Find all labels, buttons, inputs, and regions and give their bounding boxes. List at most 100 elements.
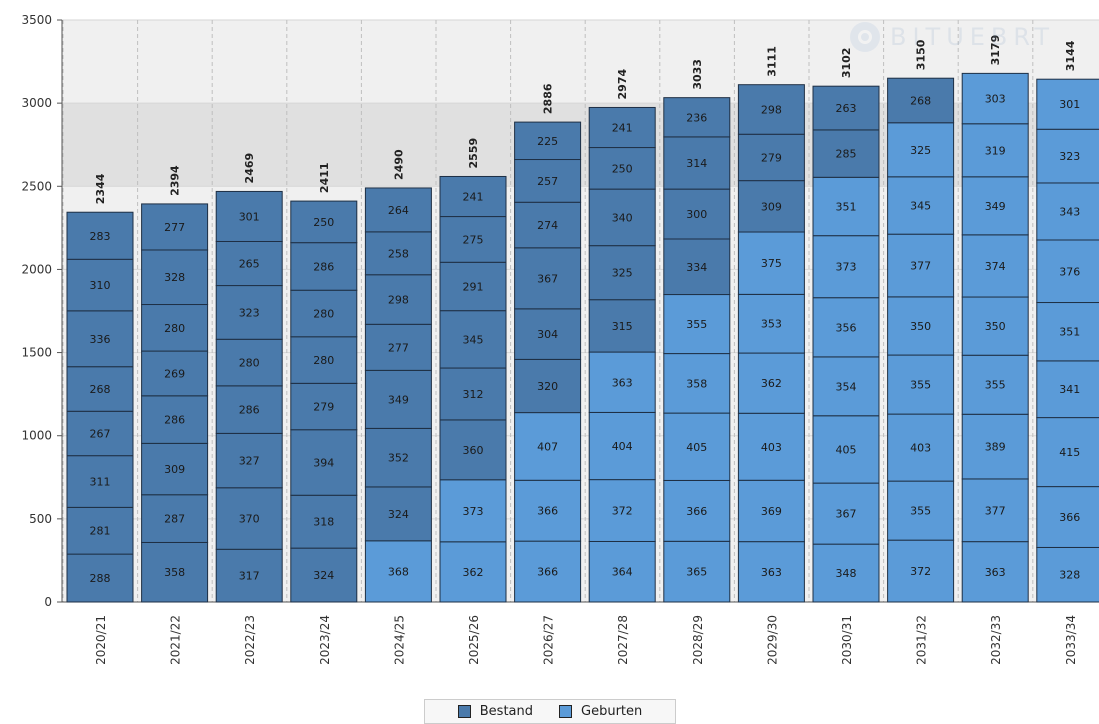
segment-value-label: 354	[836, 380, 857, 393]
bar-segment-bestand	[66, 553, 134, 603]
y-tick-label: 3500	[21, 13, 52, 27]
bar-total-label: 3144	[1064, 40, 1077, 71]
segment-value-label: 373	[836, 261, 857, 274]
segment-value-label: 279	[313, 401, 334, 414]
segment-value-label: 277	[164, 221, 185, 234]
bar-segment-bestand	[215, 548, 283, 603]
legend-label-geburten: Geburten	[581, 704, 643, 719]
segment-value-label: 258	[388, 247, 409, 260]
segment-value-label: 355	[686, 318, 707, 331]
watermark: BITUEBRT	[850, 22, 1055, 52]
bar-segment-bestand	[364, 369, 432, 429]
segment-value-label: 269	[164, 367, 185, 380]
segment-value-label: 403	[910, 442, 931, 455]
bar-segment-geburten	[1036, 486, 1099, 548]
segment-value-label: 358	[686, 377, 707, 390]
bar-segment-bestand	[439, 261, 507, 312]
segment-value-label: 340	[612, 211, 633, 224]
bar-segment-bestand	[887, 77, 955, 124]
bar-segment-geburten	[812, 176, 880, 237]
segment-value-label: 315	[612, 320, 633, 333]
segment-value-label: 366	[686, 505, 707, 518]
y-tick-label: 0	[44, 595, 52, 609]
segment-value-label: 404	[612, 440, 633, 453]
bar-segment-bestand	[141, 249, 209, 306]
segment-value-label: 250	[612, 162, 633, 175]
segment-value-label: 280	[313, 307, 334, 320]
bar-segment-bestand	[215, 432, 283, 489]
bar-segment-bestand	[812, 85, 880, 131]
bar-segment-bestand	[141, 494, 209, 543]
bar-segment-bestand	[215, 385, 283, 434]
segment-value-label: 336	[90, 333, 111, 346]
segment-value-label: 291	[463, 280, 484, 293]
bar-total-label: 3111	[765, 46, 778, 77]
bar-segment-geburten	[812, 356, 880, 417]
segment-value-label: 366	[537, 566, 558, 579]
bar-segment-geburten	[737, 412, 805, 481]
bar-segment-bestand	[364, 187, 432, 233]
bar-segment-bestand	[514, 201, 582, 249]
segment-value-label: 377	[985, 504, 1006, 517]
bar-segment-geburten	[961, 234, 1029, 298]
bar-segment-geburten	[364, 540, 432, 603]
bar-segment-bestand	[364, 274, 432, 325]
x-tick-label: 2024/25	[392, 615, 406, 665]
segment-value-label: 267	[90, 427, 111, 440]
segment-value-label: 301	[1059, 98, 1080, 111]
bar-segment-bestand	[737, 84, 805, 135]
bar-segment-geburten	[887, 296, 955, 356]
segment-value-label: 366	[537, 505, 558, 518]
legend-item-bestand: Bestand	[457, 704, 533, 719]
segment-value-label: 303	[985, 93, 1006, 106]
bar-segment-bestand	[141, 203, 209, 251]
bar-segment-bestand	[514, 308, 582, 360]
y-tick-label: 2500	[21, 179, 52, 193]
x-tick-label: 2027/28	[616, 615, 630, 665]
bar-segment-geburten	[961, 541, 1029, 603]
segment-value-label: 317	[239, 570, 260, 583]
segment-value-label: 275	[463, 233, 484, 246]
segment-value-label: 286	[164, 414, 185, 427]
segment-value-label: 285	[836, 148, 857, 161]
segment-value-label: 355	[910, 379, 931, 392]
bar-segment-geburten	[663, 353, 731, 414]
bar-segment-geburten	[1036, 78, 1099, 130]
bar-segment-bestand	[141, 541, 209, 603]
segment-value-label: 310	[90, 279, 111, 292]
bar-total-label: 2974	[616, 69, 629, 100]
segment-value-label: 360	[463, 444, 484, 457]
segment-value-label: 348	[836, 567, 857, 580]
bar-segment-geburten	[1036, 302, 1099, 362]
bar-segment-geburten	[737, 293, 805, 354]
segment-value-label: 363	[985, 566, 1006, 579]
segment-value-label: 345	[463, 333, 484, 346]
segment-value-label: 325	[910, 144, 931, 157]
segment-value-label: 319	[985, 144, 1006, 157]
segment-value-label: 287	[164, 513, 185, 526]
bar-segment-geburten	[961, 72, 1029, 125]
segment-value-label: 405	[686, 441, 707, 454]
bar-segment-geburten	[588, 540, 656, 603]
y-tick-label: 1000	[21, 429, 52, 443]
segment-value-label: 318	[313, 516, 334, 529]
bar-segment-bestand	[66, 258, 134, 312]
segment-value-label: 363	[761, 566, 782, 579]
segment-value-label: 280	[164, 322, 185, 335]
bar-segment-geburten	[961, 413, 1029, 480]
bar-segment-bestand	[439, 367, 507, 421]
x-tick-label: 2021/22	[169, 615, 183, 665]
segment-value-label: 415	[1059, 446, 1080, 459]
y-tick-label: 1500	[21, 346, 52, 360]
segment-value-label: 320	[537, 380, 558, 393]
bar-segment-bestand	[737, 133, 805, 182]
x-tick-label: 2030/31	[840, 615, 854, 665]
bar-segment-bestand	[588, 106, 656, 149]
segment-value-label: 358	[164, 566, 185, 579]
segment-value-label: 286	[313, 260, 334, 273]
bar-segment-geburten	[737, 231, 805, 295]
segment-value-label: 324	[388, 508, 409, 521]
bar-segment-bestand	[215, 338, 283, 387]
segment-value-label: 377	[910, 260, 931, 273]
bar-segment-bestand	[588, 147, 656, 190]
